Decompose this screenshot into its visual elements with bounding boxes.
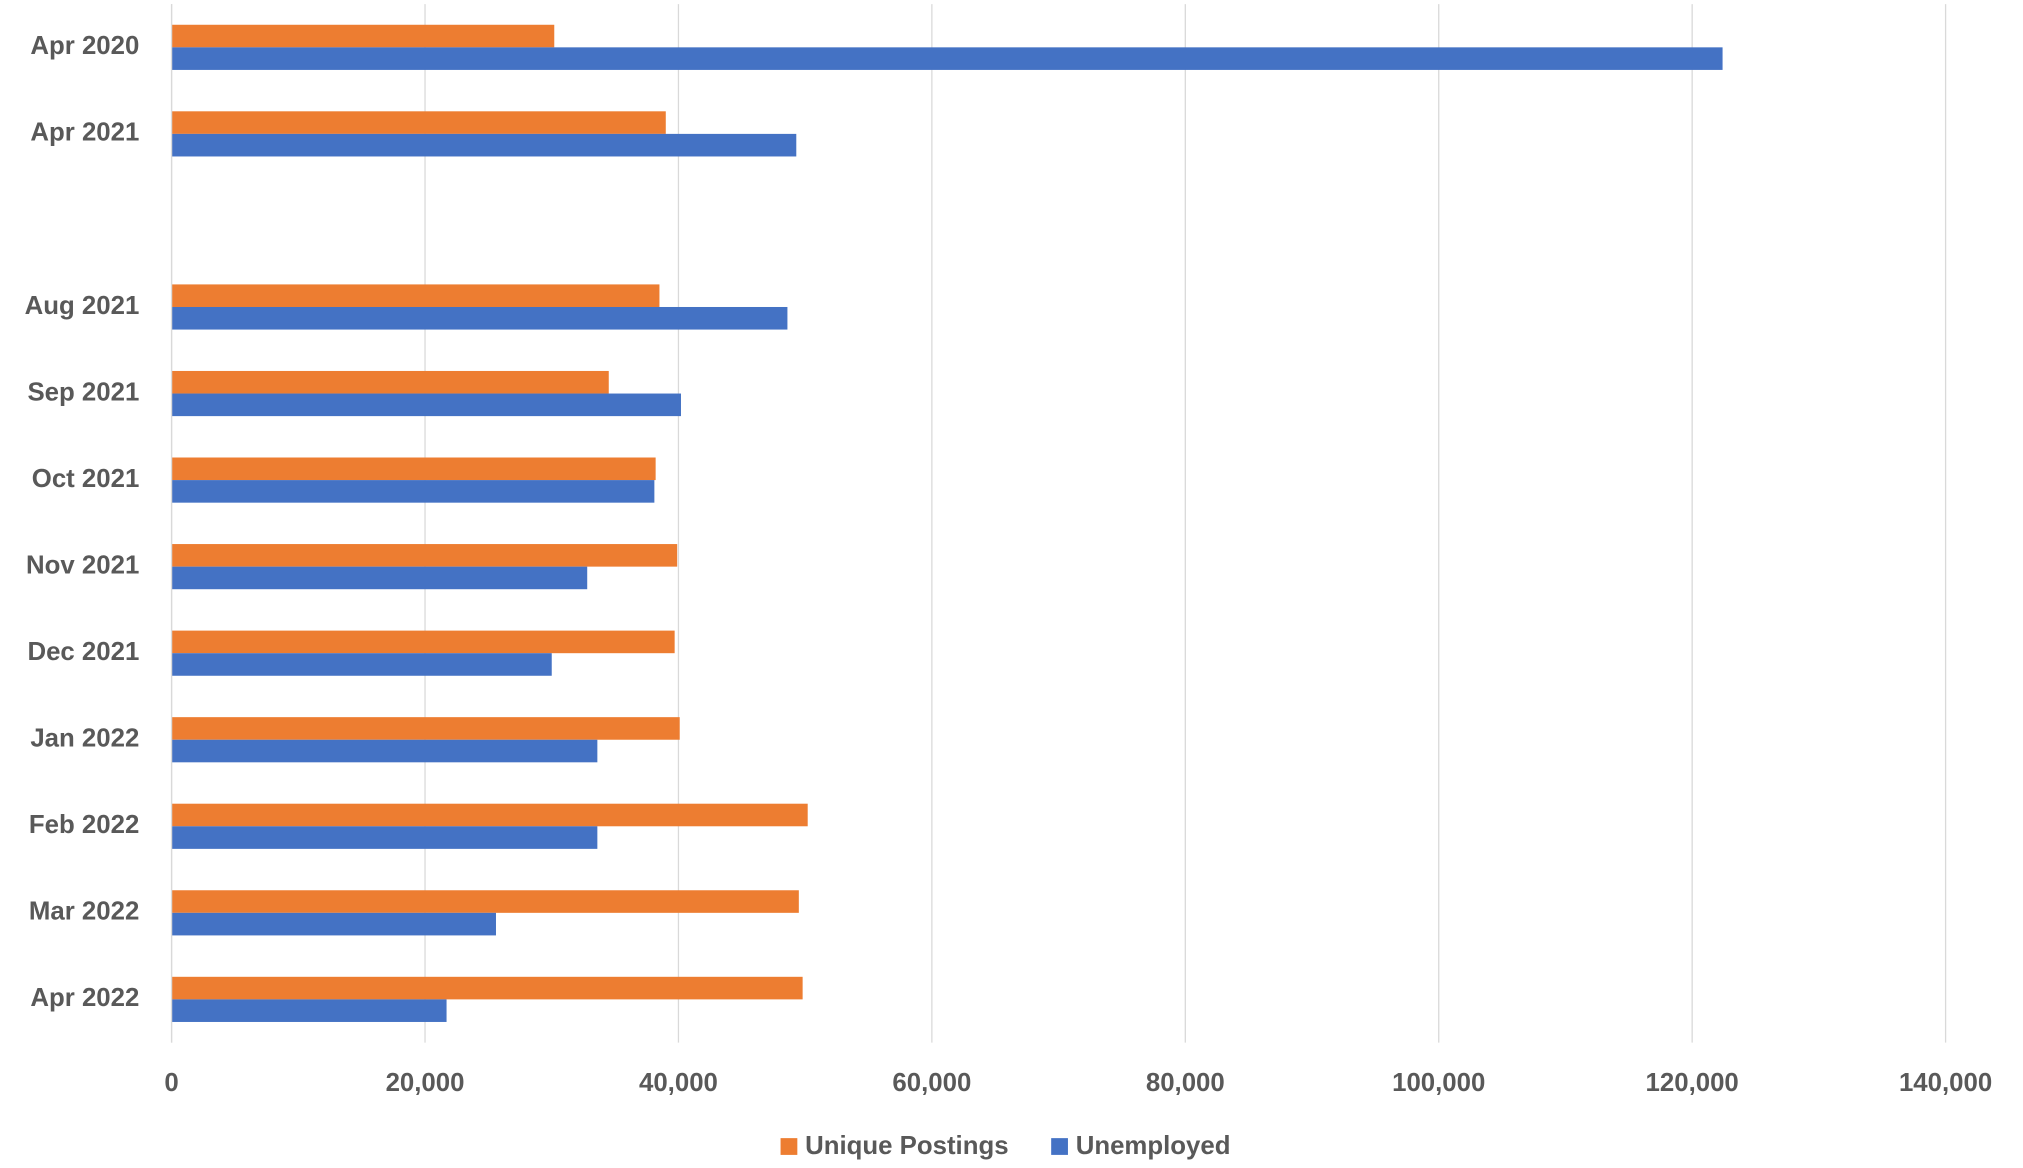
bar: [171, 370, 609, 394]
legend-swatch: [780, 1138, 798, 1155]
bar: [171, 566, 588, 590]
bar: [171, 912, 496, 936]
legend-label: Unemployed: [1076, 1132, 1231, 1160]
y-tick-label: Feb 2022: [29, 811, 139, 839]
bar: [171, 47, 1723, 70]
bar: [171, 133, 797, 157]
y-tick-label: Oct 2021: [32, 465, 140, 493]
bar: [171, 544, 678, 567]
y-tick-label: Apr 2022: [30, 984, 139, 1012]
bar: [171, 803, 808, 827]
bar: [171, 284, 660, 307]
bar: [171, 111, 666, 134]
bar: [171, 630, 675, 654]
bar: [171, 457, 656, 481]
bar: [171, 306, 788, 330]
bar: [171, 717, 680, 740]
legend-label: Unique Postings: [805, 1132, 1009, 1160]
x-tick-label: 40,000: [639, 1069, 718, 1097]
x-tick-label: 120,000: [1646, 1069, 1739, 1097]
x-tick-label: 140,000: [1899, 1069, 1992, 1097]
y-tick-label: Mar 2022: [29, 898, 139, 926]
y-tick-label: Nov 2021: [26, 551, 139, 579]
x-tick-label: 80,000: [1146, 1069, 1225, 1097]
bar: [171, 739, 598, 763]
bar: [171, 393, 681, 417]
bar: [171, 890, 799, 913]
x-tick-label: 0: [164, 1069, 178, 1097]
y-tick-label: Dec 2021: [27, 638, 139, 666]
bar: [171, 826, 598, 849]
bar: [171, 653, 552, 676]
x-tick-label: 20,000: [386, 1069, 465, 1097]
y-tick-label: Sep 2021: [27, 378, 139, 406]
x-tick-label: 60,000: [892, 1069, 971, 1097]
y-tick-label: Jan 2022: [30, 725, 139, 753]
y-tick-label: Apr 2021: [30, 119, 139, 147]
legend-swatch: [1051, 1138, 1068, 1155]
bar: [171, 24, 555, 48]
bar: [171, 976, 803, 1000]
bar: [171, 999, 447, 1022]
x-tick-label: 100,000: [1392, 1069, 1485, 1097]
y-tick-label: Aug 2021: [25, 292, 140, 320]
bar: [171, 480, 655, 503]
y-tick-label: Apr 2020: [30, 32, 139, 60]
